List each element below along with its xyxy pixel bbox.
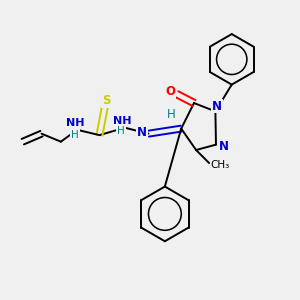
Text: NH: NH [113, 116, 132, 126]
Text: N: N [218, 140, 228, 153]
Text: CH₃: CH₃ [211, 160, 230, 170]
Text: N: N [137, 126, 147, 139]
Text: H: H [167, 108, 175, 122]
Text: S: S [102, 94, 111, 107]
Text: H: H [117, 126, 125, 136]
Text: NH: NH [66, 118, 85, 128]
Text: N: N [212, 100, 222, 112]
Text: H: H [71, 130, 79, 140]
Text: O: O [165, 85, 175, 98]
